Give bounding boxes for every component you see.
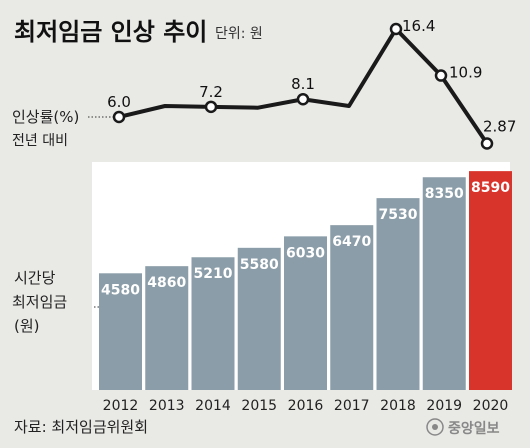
line-value-label: 6.0: [107, 93, 131, 111]
line-marker: [434, 69, 448, 82]
bar-value-label: 4860: [147, 275, 186, 291]
line-value-label: 2.87: [483, 117, 516, 135]
bar-2019: [422, 177, 466, 390]
line-marker: [296, 92, 310, 106]
bar-2014: [191, 257, 235, 390]
line-marker: [204, 100, 218, 114]
bar-value-label: 8590: [471, 180, 510, 196]
bar-value-label: 5580: [240, 257, 279, 273]
brand-logo-text: 중앙일보: [448, 420, 500, 437]
chart-title: 최저임금 인상 추이: [14, 18, 207, 46]
line-value-label: 16.4: [402, 17, 435, 35]
x-tick-label: 2012: [103, 398, 139, 414]
x-tick-label: 2019: [426, 398, 462, 414]
line-label-rate: 인상률(%): [12, 108, 79, 126]
brand-logo: 중앙일보: [426, 418, 500, 437]
bar-value-label: 5210: [194, 266, 233, 282]
bar-2013: [145, 266, 189, 390]
x-tick-label: 2016: [288, 398, 324, 414]
bar-series: 4580 4860 5210 5580 6030 6470 7530 8350 8590: [99, 171, 512, 390]
source-note: 자료: 최저임금위원회: [14, 418, 148, 436]
bar-label-unit: (원): [14, 317, 40, 335]
bar-value-label: 7530: [379, 207, 418, 223]
line-series: 6.0 7.2 8.1 16.4 10.9 2.87: [107, 17, 516, 150]
x-tick-label: 2013: [149, 398, 185, 414]
line-marker: [389, 22, 403, 36]
line-value-label: 7.2: [199, 83, 223, 101]
line-marker: [112, 110, 126, 124]
x-tick-label: 2020: [473, 398, 509, 414]
bar-2020: [469, 171, 512, 390]
bar-label-hourly: 시간당: [14, 269, 56, 287]
x-axis-ticks: 2012 2013 2014 2015 2016 2017 2018 2019 2020: [103, 398, 509, 414]
bar-value-label: 8350: [425, 186, 464, 202]
bar-2018: [376, 198, 420, 390]
line-label-yoy: 전년 대비: [12, 133, 68, 149]
unit-label: 단위: 원: [215, 26, 263, 42]
x-tick-label: 2014: [195, 398, 231, 414]
bar-value-label: 6470: [332, 234, 371, 250]
bar-label-min-wage: 최저임금: [12, 293, 67, 311]
bar-2016: [284, 236, 327, 390]
line-marker: [480, 137, 494, 150]
bar-2012: [99, 273, 142, 390]
bar-value-label: 4580: [101, 282, 140, 298]
brand-logo-mark: [426, 418, 444, 436]
x-tick-label: 2017: [334, 398, 370, 414]
x-tick-label: 2018: [380, 398, 416, 414]
x-tick-label: 2015: [241, 398, 277, 414]
line-value-label: 10.9: [449, 64, 482, 82]
bar-2017: [330, 225, 374, 390]
bar-value-label: 6030: [286, 245, 325, 261]
brand-logo-dot: [432, 424, 438, 430]
line-value-label: 8.1: [291, 75, 315, 93]
bar-2015: [237, 247, 281, 390]
